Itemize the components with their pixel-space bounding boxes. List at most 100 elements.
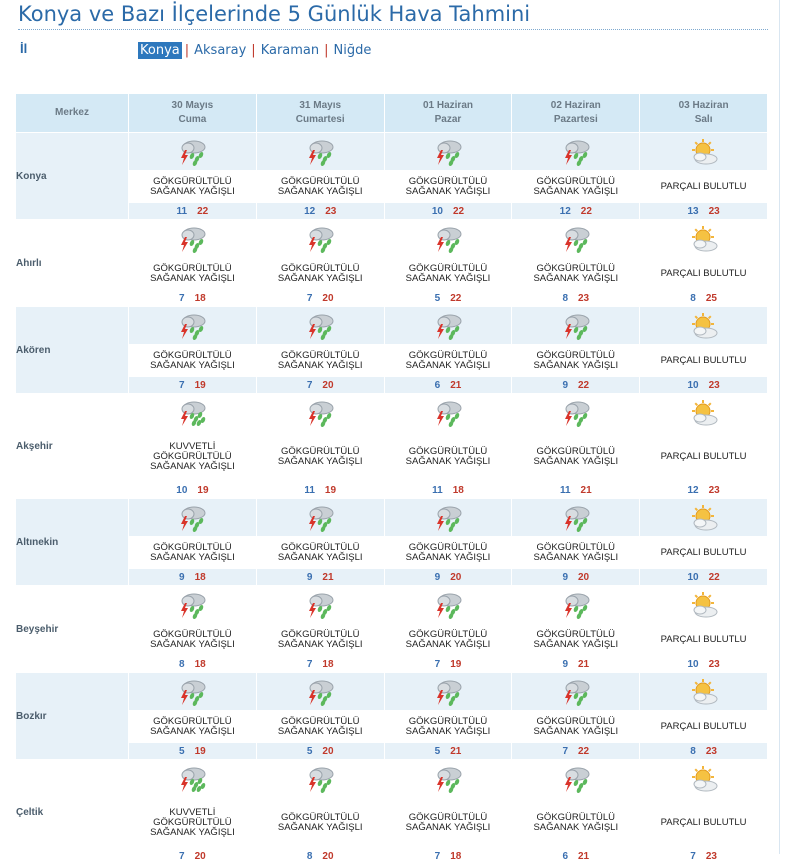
min-temp: 5 [306, 745, 313, 757]
max-temp: 23 [705, 745, 717, 757]
city-row-icons: Çeltik [15, 759, 768, 865]
max-temp: 21 [322, 571, 334, 583]
forecast-cell [383, 585, 513, 624]
min-temp: 8 [562, 292, 568, 304]
temperature-cell: 9 21 [511, 655, 641, 673]
city-row-icons: Akören [15, 306, 768, 394]
temperature-cell: 5 19 [128, 742, 257, 760]
condition-line: KUVVETLİ [169, 806, 216, 818]
forecast-cell [639, 132, 768, 171]
forecast-cell [255, 219, 385, 258]
min-temp: 7 [306, 379, 313, 391]
condition-line: SAĞANAK YAĞIŞLI [277, 551, 363, 563]
forecast-cell [639, 393, 768, 432]
condition-line: GÖKGÜRÜLTÜLÜ [408, 811, 488, 823]
province-tab-2[interactable]: Karaman [260, 43, 320, 58]
condition-line: PARÇALI BULUTLU [660, 354, 747, 366]
thunderstorm-icon [560, 401, 592, 427]
min-temp: 5 [434, 745, 441, 757]
condition-line: GÖKGÜRÜLTÜLÜ [280, 628, 360, 640]
condition-line: SAĞANAK YAĞIŞLI [533, 551, 619, 563]
forecast-cell [639, 585, 768, 624]
forecast-cell [639, 672, 768, 711]
condition-line: SAĞANAK YAĞIŞLI [150, 272, 235, 284]
province-tab-3[interactable]: Niğde [333, 43, 372, 58]
max-temp: 21 [578, 658, 590, 670]
forecast-cell [128, 585, 257, 624]
forecast-cell [128, 759, 257, 798]
forecast-cell [128, 498, 257, 537]
forecast-cell [511, 585, 641, 624]
condition-text: GÖKGÜRÜLTÜLÜ SAĞANAK YAĞIŞLI [511, 170, 641, 203]
condition-text: GÖKGÜRÜLTÜLÜ SAĞANAK YAĞIŞLI [383, 344, 513, 377]
temperature-cell: 7 19 [128, 376, 257, 394]
condition-text: GÖKGÜRÜLTÜLÜ SAĞANAK YAĞIŞLI [383, 710, 513, 743]
max-temp: 21 [580, 484, 592, 496]
thunderstorm-icon [432, 140, 464, 166]
min-temp: 12 [687, 484, 699, 496]
partly-cloudy-icon [688, 591, 720, 617]
day-weekday: Cuma [178, 114, 207, 125]
forecast-cell [255, 393, 385, 432]
city-row-temps: 7 19 7 20 6 21 9 22 10 23 [16, 376, 768, 394]
province-tab-1[interactable]: Aksaray [194, 43, 247, 58]
heavy-thunderstorm-icon [176, 401, 208, 426]
forecast-table: Merkez 30 Mayıs Cuma 31 Mayıs Cumartesi 01 H… [15, 93, 768, 865]
city-row-desc: GÖKGÜRÜLTÜLÜ SAĞANAK YAĞIŞLI GÖKGÜRÜLTÜLÜ S… [16, 257, 768, 290]
thunderstorm-icon [432, 767, 464, 793]
thunderstorm-icon [432, 314, 464, 340]
condition-line: SAĞANAK YAĞIŞLI [533, 821, 619, 833]
temperature-cell: 12 23 [255, 202, 385, 220]
province-tab-0[interactable]: Konya [138, 42, 182, 59]
day-header: 30 Mayıs Cuma [128, 93, 257, 133]
condition-line: GÖKGÜRÜLTÜLÜ [153, 541, 232, 553]
max-temp: 23 [578, 292, 590, 304]
max-temp: 19 [194, 745, 206, 757]
condition-text: GÖKGÜRÜLTÜLÜ SAĞANAK YAĞIŞLI [128, 257, 257, 290]
forecast-cell [128, 306, 257, 345]
city-name: Akören [15, 306, 129, 394]
condition-line: SAĞANAK YAĞIŞLI [405, 455, 491, 467]
city-row-temps: 7 18 7 20 5 22 8 23 8 25 [16, 289, 768, 307]
day-weekday: Salı [694, 114, 713, 125]
max-temp: 19 [450, 658, 462, 670]
thunderstorm-icon [176, 314, 208, 340]
city-name: Çeltik [15, 759, 129, 865]
max-temp: 18 [452, 484, 464, 496]
condition-text: GÖKGÜRÜLTÜLÜ SAĞANAK YAĞIŞLI [383, 623, 513, 656]
heavy-thunderstorm-icon [176, 767, 208, 792]
day-header: 31 Mayıs Cumartesi [255, 93, 385, 133]
min-temp: 7 [434, 658, 441, 670]
title-divider [18, 29, 768, 30]
forecast-cell [511, 132, 641, 171]
forecast-cell [511, 393, 641, 432]
max-temp: 18 [194, 571, 206, 583]
right-border [779, 0, 780, 854]
condition-line: GÖKGÜRÜLTÜLÜ [536, 262, 616, 274]
thunderstorm-icon [176, 593, 208, 619]
forecast-cell [383, 306, 513, 345]
temperature-cell: 13 23 [639, 202, 768, 220]
min-temp: 6 [434, 379, 441, 391]
condition-line: GÖKGÜRÜLTÜLÜ [280, 175, 360, 187]
city-name: Bozkır [15, 672, 129, 760]
condition-line: GÖKGÜRÜLTÜLÜ [408, 262, 488, 274]
city-row-icons: Ahırlı [15, 219, 768, 307]
header-row: Merkez 30 Mayıs Cuma 31 Mayıs Cumartesi 01 H… [15, 93, 768, 133]
min-temp: 13 [687, 205, 699, 217]
forecast-cell [383, 672, 513, 711]
condition-line: SAĞANAK YAĞIŞLI [533, 725, 619, 737]
thunderstorm-icon [304, 140, 336, 166]
temperature-cell: 7 19 [383, 655, 513, 673]
condition-line: GÖKGÜRÜLTÜLÜ [408, 175, 488, 187]
forecast-cell [383, 498, 513, 537]
temperature-cell: 7 20 [255, 289, 385, 307]
temperature-cell: 11 18 [383, 481, 513, 499]
day-header: 02 Haziran Pazartesi [511, 93, 641, 133]
min-temp: 7 [179, 292, 185, 304]
thunderstorm-icon [304, 314, 336, 340]
condition-text: GÖKGÜRÜLTÜLÜ SAĞANAK YAĞIŞLI [128, 344, 257, 377]
condition-line: SAĞANAK YAĞIŞLI [277, 359, 363, 371]
min-temp: 10 [687, 571, 699, 583]
condition-text: KUVVETLİ GÖKGÜRÜLTÜLÜ SAĞANAK YAĞIŞLI [128, 431, 257, 482]
